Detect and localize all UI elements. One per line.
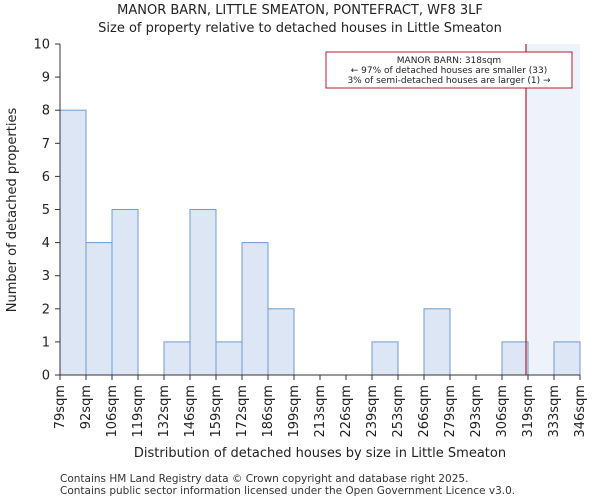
chart-title: MANOR BARN, LITTLE SMEATON, PONTEFRACT, …: [117, 3, 483, 18]
y-tick-label-2: 2: [42, 302, 50, 317]
y-tick-label-0: 0: [42, 369, 50, 384]
highlight-region: [526, 44, 580, 375]
x-tick-label-333sqm: 333sqm: [547, 385, 562, 438]
bar-266sqm: [423, 308, 451, 376]
y-tick-label-10: 10: [33, 38, 50, 53]
y-tick-label-6: 6: [42, 170, 50, 185]
bar-146sqm: [189, 209, 217, 376]
annotation-box: [325, 51, 573, 89]
x-tick-label-293sqm: 293sqm: [469, 385, 484, 438]
y-tick-label-4: 4: [42, 236, 50, 251]
x-tick-label-186sqm: 186sqm: [261, 385, 276, 438]
chart-subtitle: Size of property relative to detached ho…: [98, 21, 502, 36]
x-tick-label-266sqm: 266sqm: [417, 385, 432, 438]
footer-line-2: Contains public sector information licen…: [60, 485, 515, 497]
x-tick-label-346sqm: 346sqm: [573, 385, 588, 438]
y-tick-label-7: 7: [42, 137, 50, 152]
x-tick-label-159sqm: 159sqm: [209, 385, 224, 438]
y-tick-label-1: 1: [42, 335, 50, 350]
y-tick-label-5: 5: [42, 203, 50, 218]
x-tick-label-119sqm: 119sqm: [131, 385, 146, 438]
y-tick-label-3: 3: [42, 269, 50, 284]
bar-132sqm: [163, 341, 191, 376]
bar-239sqm: [371, 341, 399, 376]
x-tick-label-239sqm: 239sqm: [365, 385, 380, 438]
x-tick-label-213sqm: 213sqm: [313, 385, 328, 438]
y-tick-label-9: 9: [42, 71, 50, 86]
bar-106sqm: [111, 209, 139, 376]
x-tick-label-253sqm: 253sqm: [391, 385, 406, 438]
x-tick-label-79sqm: 79sqm: [53, 385, 68, 429]
bar-306sqm: [501, 341, 529, 376]
annotation-larger: 3% of semi-detached houses are larger (1…: [347, 76, 551, 86]
bar-79sqm: [59, 109, 87, 376]
y-tick-label-8: 8: [42, 104, 50, 119]
x-axis-label: Distribution of detached houses by size …: [134, 446, 506, 461]
x-tick-label-226sqm: 226sqm: [339, 385, 354, 438]
bar-172sqm: [241, 242, 269, 376]
annotation-title: MANOR BARN: 318sqm: [397, 56, 501, 66]
x-tick-label-306sqm: 306sqm: [495, 385, 510, 438]
x-tick-label-172sqm: 172sqm: [235, 385, 250, 438]
x-tick-label-199sqm: 199sqm: [287, 385, 302, 438]
bar-333sqm: [553, 341, 581, 376]
bar-92sqm: [85, 242, 113, 376]
x-tick-label-92sqm: 92sqm: [79, 385, 94, 429]
bar-186sqm: [267, 308, 295, 376]
annotation-smaller: ← 97% of detached houses are smaller (33…: [351, 66, 548, 76]
bar-159sqm: [215, 341, 243, 376]
y-axis-label: Number of detached properties: [5, 108, 20, 313]
x-tick-label-132sqm: 132sqm: [157, 385, 172, 438]
x-tick-label-279sqm: 279sqm: [443, 385, 458, 438]
footer-line-1: Contains HM Land Registry data © Crown c…: [60, 473, 468, 485]
x-tick-label-319sqm: 319sqm: [521, 385, 536, 438]
x-tick-label-146sqm: 146sqm: [183, 385, 198, 438]
x-tick-label-106sqm: 106sqm: [105, 385, 120, 438]
